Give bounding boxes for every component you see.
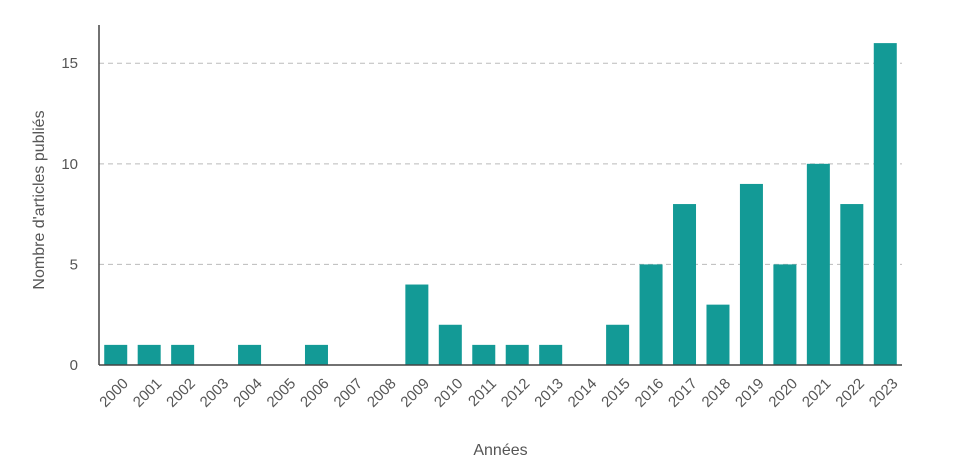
x-tick-label: 2019 (732, 375, 768, 411)
x-tick-label: 2002 (163, 375, 199, 411)
bar-2002 (171, 344, 195, 365)
x-tick-label: 2011 (465, 375, 500, 410)
x-tick-label: 2007 (331, 375, 367, 411)
x-tick-label: 2003 (197, 375, 233, 411)
x-axis-title: Années (473, 442, 527, 459)
bar-2016 (639, 264, 663, 365)
x-tick-label: 2008 (364, 375, 400, 411)
x-tick-label: 2015 (598, 375, 634, 411)
bars (104, 43, 897, 366)
bar-2010 (438, 324, 462, 365)
bar-2022 (840, 204, 864, 365)
bar-2004 (238, 344, 262, 365)
y-tick-labels: 0 5 10 15 (61, 55, 78, 374)
x-tick-label: 2017 (665, 375, 701, 411)
y-tick-label: 0 (70, 357, 78, 374)
x-tick-label: 2016 (632, 375, 668, 411)
bar-2009 (405, 284, 429, 365)
x-tick-label: 2020 (765, 375, 801, 411)
x-tick-label: 2000 (96, 375, 132, 411)
grid-lines (99, 62, 902, 265)
y-axis-title: Nombre d'articles publiés (31, 110, 48, 289)
x-tick-label: 2004 (230, 375, 266, 411)
x-tick-label: 2014 (565, 375, 601, 411)
bar-2019 (739, 183, 763, 365)
x-tick-label: 2023 (866, 375, 902, 411)
x-tick-label: 2010 (431, 375, 467, 411)
x-tick-label: 2018 (699, 375, 735, 411)
x-tick-label: 2022 (832, 375, 868, 411)
x-tick-label: 2001 (130, 375, 166, 411)
bar-2011 (472, 344, 496, 365)
bar-2001 (137, 344, 161, 365)
bar-2020 (773, 264, 797, 365)
bar-2013 (539, 344, 563, 365)
y-tick-label: 5 (70, 256, 78, 273)
y-tick-label: 10 (61, 156, 78, 173)
x-tick-label: 2006 (297, 375, 333, 411)
bar-2021 (806, 163, 830, 365)
bar-2015 (606, 324, 630, 365)
x-tick-label: 2009 (397, 375, 433, 411)
x-tick-label: 2013 (531, 375, 567, 411)
bar-2023 (873, 43, 897, 366)
bar-2000 (104, 344, 128, 365)
x-tick-label: 2021 (799, 375, 835, 411)
bar-2006 (304, 344, 328, 365)
x-tick-label: 2005 (264, 375, 300, 411)
bar-2017 (673, 204, 697, 365)
x-tick-labels: 2000200120022003200420052006200720082009… (96, 375, 901, 411)
bar-2012 (505, 344, 529, 365)
x-tick-label: 2012 (498, 375, 534, 411)
y-tick-label: 15 (61, 55, 78, 72)
bar-2018 (706, 304, 730, 365)
axes (98, 25, 902, 366)
